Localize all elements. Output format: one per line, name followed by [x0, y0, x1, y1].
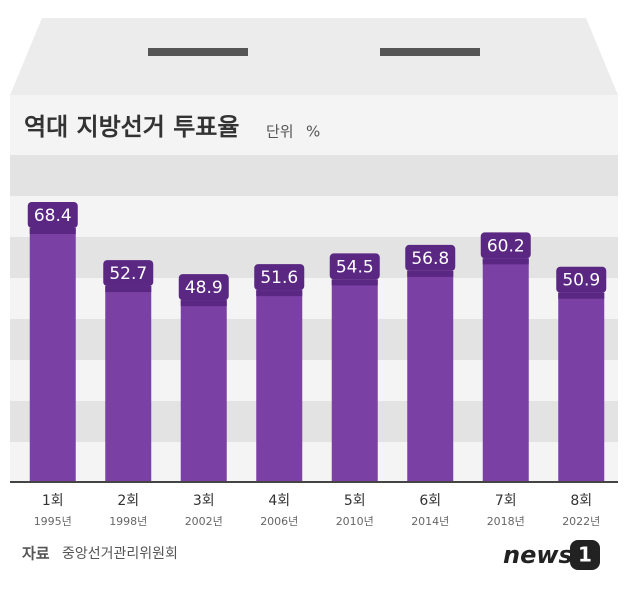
- value-label-box: [480, 232, 531, 259]
- x-tick-year: 1998년: [109, 515, 147, 528]
- bar-cap: [256, 290, 303, 297]
- brand: news: [503, 541, 573, 569]
- unit: %: [306, 123, 320, 141]
- slot: [380, 48, 480, 56]
- value-label: 60.2: [487, 236, 525, 256]
- bar: [407, 270, 454, 481]
- x-tick-label: 6회: [419, 493, 441, 509]
- value-label-box: [556, 266, 607, 293]
- brand-badge: [570, 540, 600, 570]
- x-tick-label: 5회: [344, 493, 366, 509]
- unit-label: 단위: [266, 123, 294, 141]
- value-label-box: [103, 260, 154, 287]
- bar-cap: [482, 258, 529, 265]
- x-tick-year: 2018년: [487, 515, 525, 528]
- bar-cap: [558, 292, 605, 299]
- value-label: 56.8: [411, 249, 449, 269]
- bar: [29, 228, 76, 481]
- bar: [331, 279, 378, 481]
- value-label: 54.5: [336, 257, 374, 277]
- bar-cap: [331, 279, 378, 286]
- value-label: 52.7: [109, 264, 147, 284]
- x-tick-year: 2002년: [185, 515, 223, 528]
- x-tick-year: 2014년: [411, 515, 449, 528]
- value-label-box: [254, 264, 305, 291]
- x-tick-year: 2022년: [562, 515, 600, 528]
- stripe: [10, 155, 618, 196]
- bar: [180, 300, 227, 481]
- value-label-box: [329, 253, 380, 280]
- x-tick-year: 1995년: [34, 515, 72, 528]
- bar: [558, 292, 605, 481]
- bar-cap: [180, 300, 227, 307]
- bar-cap: [407, 270, 454, 277]
- x-tick-year: 2006년: [260, 515, 298, 528]
- value-label: 51.6: [260, 268, 298, 288]
- value-label: 48.9: [185, 278, 223, 298]
- bar: [482, 258, 529, 481]
- x-tick-label: 8회: [570, 493, 592, 509]
- x-tick-label: 3회: [193, 493, 215, 509]
- source-label: 자료: [22, 545, 50, 563]
- x-tick-label: 1회: [42, 493, 64, 509]
- brand-mark: 1: [578, 543, 592, 567]
- x-tick-year: 2010년: [336, 515, 374, 528]
- source: 중앙선거관리위원회: [62, 546, 178, 562]
- bar-cap: [105, 286, 152, 293]
- value-label-box: [27, 202, 78, 228]
- value-label: 50.9: [562, 271, 600, 291]
- value-label: 68.4: [34, 206, 72, 226]
- box-top: [10, 18, 618, 95]
- x-tick-label: 7회: [495, 493, 517, 509]
- value-label-box: [178, 274, 229, 301]
- bar-cap: [29, 228, 76, 234]
- x-tick-label: 2회: [117, 493, 139, 509]
- x-tick-label: 4회: [268, 493, 290, 509]
- bar: [256, 290, 303, 481]
- slot: [148, 48, 248, 56]
- bar: [105, 286, 152, 481]
- value-label-box: [405, 244, 456, 271]
- chart-title: 역대 지방선거 투표율: [24, 113, 239, 141]
